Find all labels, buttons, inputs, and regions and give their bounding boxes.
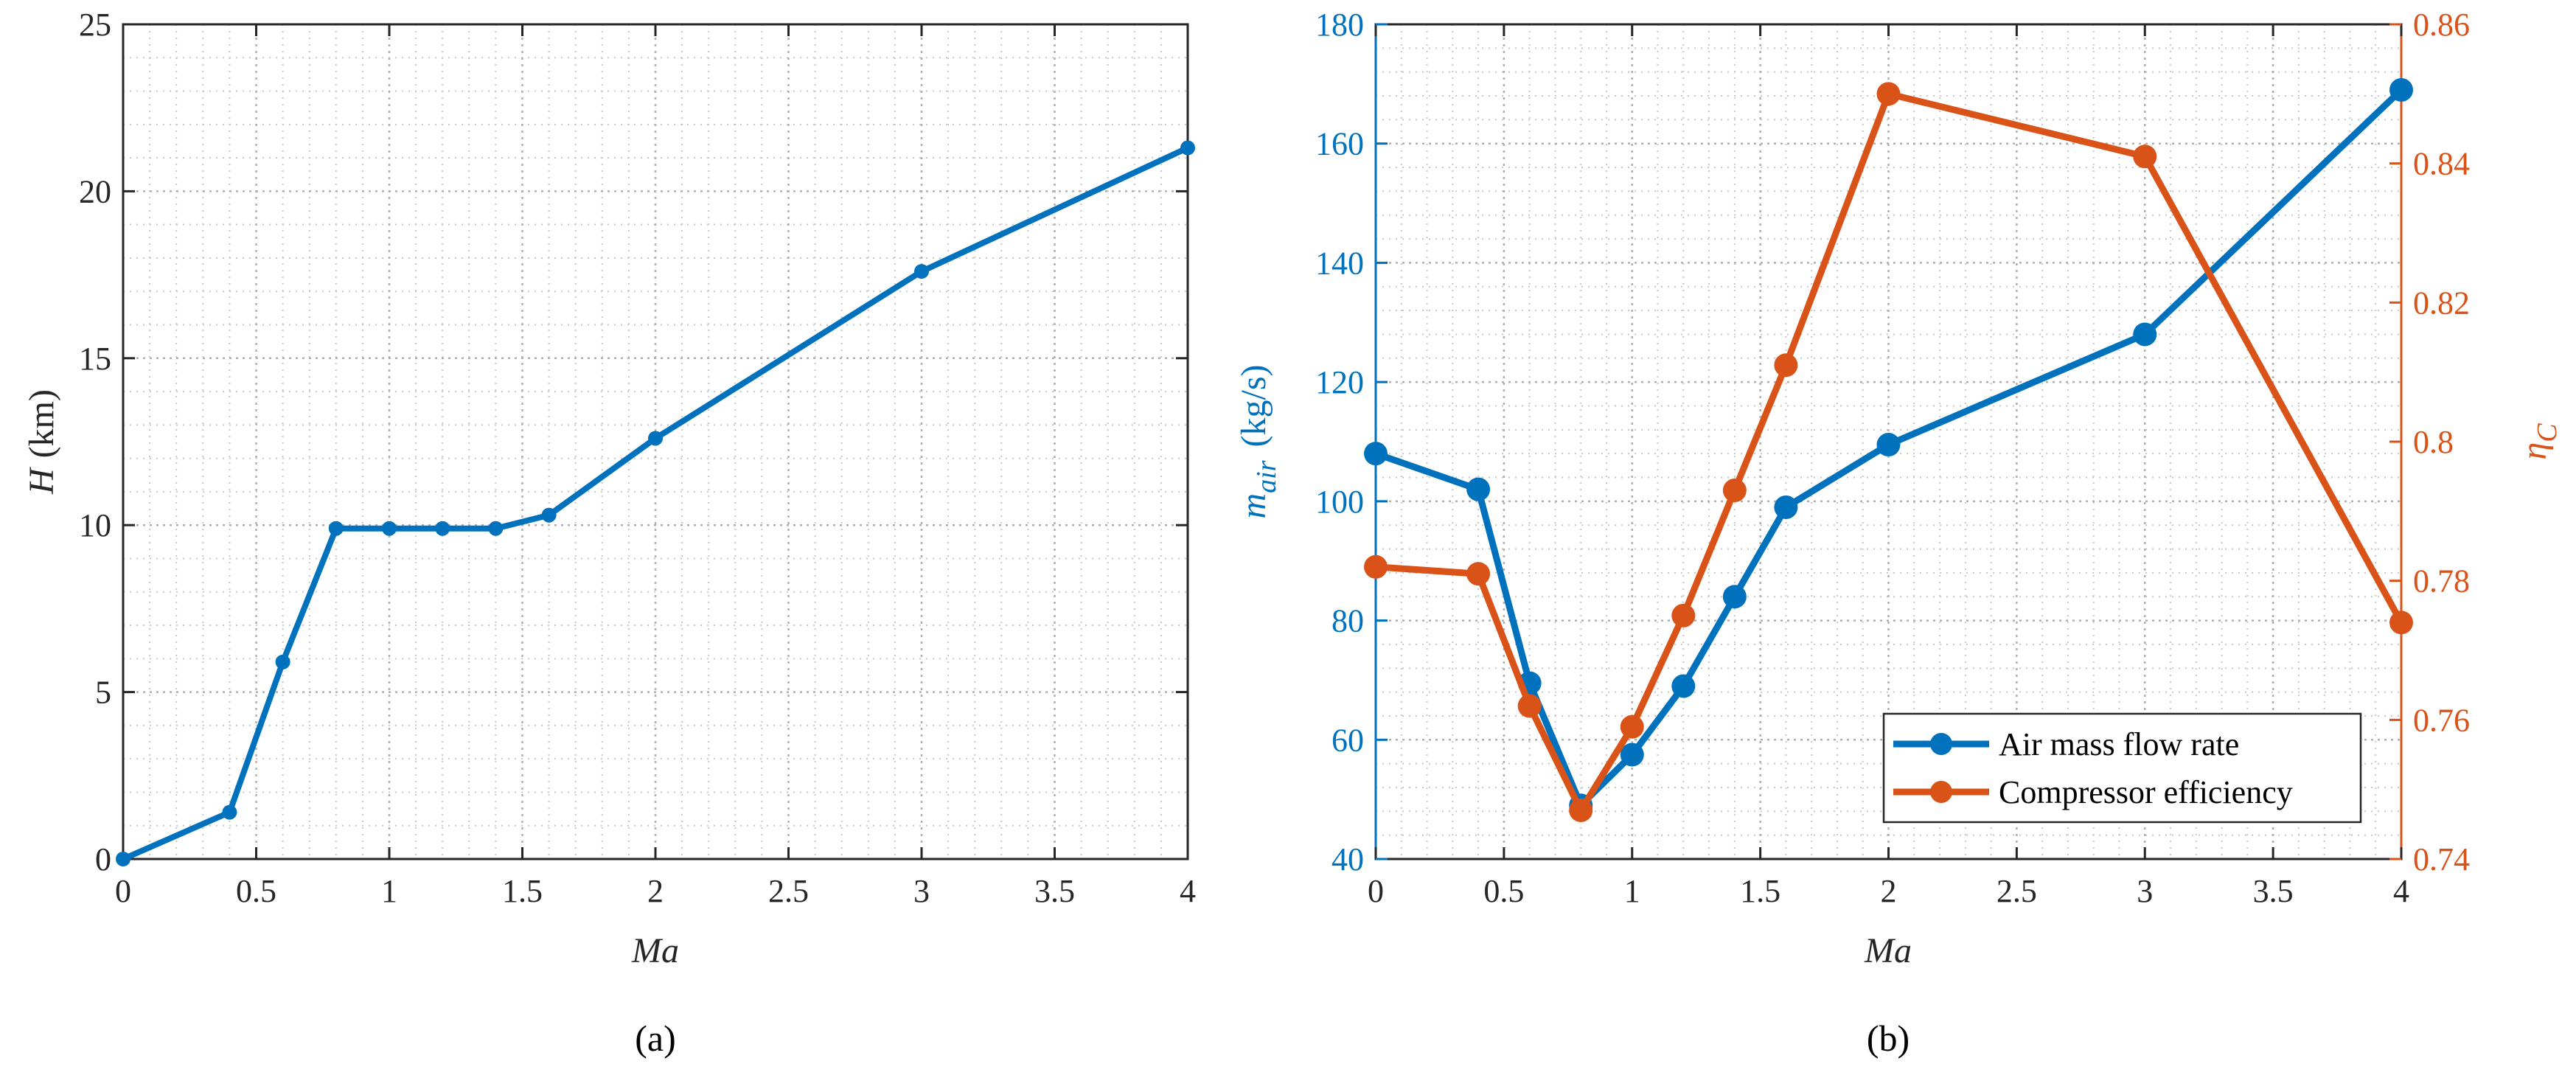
panel-a-y-tick-label: 0 (95, 841, 111, 877)
panel-b: 0 0.5 1 1.5 2 2.5 3 3.5 4 40 60 80 100 120 140 160 180 0.… (1234, 7, 2563, 1059)
panel-b-x-tick-label: 2.5 (1997, 873, 2037, 909)
panel-b-left-y-tick-label: 140 (1315, 245, 1364, 281)
compressor-efficiency-series-point (1364, 554, 1388, 579)
panel-a-x-tick-label: 0.5 (236, 873, 276, 909)
altitude-series-point (1180, 140, 1195, 156)
panel-b-x-tick-label: 0 (1368, 873, 1384, 909)
panel-b-right-y-tick-label: 0.74 (2413, 841, 2470, 877)
altitude-series-point (488, 521, 504, 536)
compressor-efficiency-series-point (1722, 479, 1747, 503)
altitude-series-point (275, 654, 290, 670)
panel-b-x-tick-label: 3.5 (2253, 873, 2294, 909)
panel-a-y-tick-label: 5 (95, 675, 111, 711)
panel-b-right-axis-variable: η (2515, 442, 2554, 460)
altitude-series-point (328, 521, 344, 536)
panel-a-y-axis-label: H (km) (22, 389, 61, 495)
panel-b-left-y-tick-label: 180 (1315, 7, 1364, 43)
panel-b-left-y-tick-label: 120 (1315, 364, 1364, 400)
panel-a-x-tick-label: 4 (1180, 873, 1196, 909)
panel-b-left-axis-subscript: air (1251, 460, 1282, 493)
compressor-efficiency-series-point (1569, 798, 1593, 822)
panel-a-x-tick-label: 2.5 (768, 873, 809, 909)
panel-b-left-axis-variable: m (1234, 493, 1273, 519)
air-mass-flow-series-point (1466, 477, 1491, 501)
panel-b-left-axis-label: mair (kg/s) (1234, 364, 1282, 518)
panel-b-left-y-tick-label: 40 (1331, 841, 1364, 877)
legend-label-air-mass-flow: Air mass flow rate (1999, 726, 2239, 762)
legend-entry-compressor-efficiency: Compressor efficiency (1893, 774, 2293, 810)
panel-a-y-tick-label: 20 (79, 173, 111, 209)
panel-b-legend: Air mass flow rate Compressor efficiency (1882, 712, 2362, 824)
compressor-efficiency-series-point (1620, 714, 1644, 739)
panel-b-x-tick-label: 1.5 (1740, 873, 1780, 909)
panel-a-y-axis-variable: H (22, 467, 61, 495)
air-mass-flow-series-point (1671, 674, 1696, 698)
panel-a-x-tick-label: 3.5 (1034, 873, 1075, 909)
panel-b-right-axis-subscript: C (2532, 423, 2563, 442)
panel-b-left-y-tick-label: 60 (1331, 722, 1364, 758)
panel-a-x-tick-label: 3 (913, 873, 930, 909)
legend-entry-air-mass-flow: Air mass flow rate (1893, 726, 2239, 762)
compressor-efficiency-series-point (1671, 603, 1696, 627)
panel-a-x-tick-label: 1 (381, 873, 397, 909)
altitude-series-point (648, 431, 663, 446)
compressor-efficiency-series-point (2389, 611, 2413, 635)
panel-b-x-tick-label: 1 (1624, 873, 1640, 909)
altitude-series-point (435, 521, 450, 536)
panel-a-y-tick-label: 15 (79, 341, 111, 377)
air-mass-flow-series-point (1620, 743, 1644, 767)
panel-b-right-y-tick-label: 0.8 (2413, 424, 2454, 460)
panel-b-right-y-tick-label: 0.86 (2413, 7, 2470, 43)
panel-b-x-tick-label: 0.5 (1483, 873, 1524, 909)
panel-b-right-y-tick-label: 0.82 (2413, 285, 2470, 321)
altitude-series-point (222, 804, 237, 820)
panel-a-x-axis-label: Ma (631, 931, 679, 970)
panel-a-y-axis-unit: (km) (22, 389, 61, 458)
panel-b-right-y-tick-label: 0.78 (2413, 563, 2470, 599)
panel-b-series (1364, 77, 2413, 822)
panel-b-right-y-tick-label: 0.84 (2413, 146, 2470, 182)
panel-b-x-tick-label: 3 (2137, 873, 2153, 909)
panel-b-right-y-tick-label: 0.76 (2413, 702, 2470, 738)
legend-marker-compressor-efficiency (1930, 781, 1952, 803)
altitude-series-point (541, 507, 557, 523)
air-mass-flow-series-point (1364, 442, 1388, 466)
panel-b-left-y-tick-label: 100 (1315, 484, 1364, 520)
air-mass-flow-series-point (2389, 77, 2413, 102)
panel-a: 0 0.5 1 1.5 2 2.5 3 3.5 4 0 5 10 15 20 25 Ma H (km) (a) (22, 7, 1196, 1059)
panel-b-left-y-tick-label: 80 (1331, 603, 1364, 639)
panel-a-caption: (a) (635, 1018, 676, 1059)
compressor-efficiency-series-point (1774, 353, 1798, 378)
compressor-efficiency-series-point (1466, 562, 1491, 586)
panel-a-x-tick-label: 1.5 (502, 873, 543, 909)
panel-a-x-tick-label: 2 (647, 873, 664, 909)
panel-b-caption: (b) (1867, 1018, 1910, 1059)
panel-b-right-axis-label: ηC (2515, 423, 2563, 460)
air-mass-flow-series-point (2133, 322, 2157, 347)
panel-b-x-axis-label: Ma (1864, 931, 1912, 970)
legend-box (1882, 712, 2362, 824)
panel-a-ticks: 0 0.5 1 1.5 2 2.5 3 3.5 4 0 5 10 15 20 25 (79, 7, 1196, 909)
air-mass-flow-series-point (1774, 495, 1798, 519)
air-mass-flow-series-point (1722, 585, 1747, 609)
altitude-series-point (382, 521, 397, 536)
compressor-efficiency-series-point (2133, 145, 2157, 169)
legend-label-compressor-efficiency: Compressor efficiency (1999, 774, 2293, 810)
panel-a-y-tick-label: 10 (79, 507, 111, 543)
panel-b-x-tick-label: 2 (1881, 873, 1897, 909)
altitude-series-point (116, 852, 130, 866)
air-mass-flow-series-point (1876, 433, 1901, 457)
panel-b-ticks: 0 0.5 1 1.5 2 2.5 3 3.5 4 40 60 80 100 120 140 160 180 0.… (1315, 7, 2470, 909)
panel-a-x-tick-label: 0 (115, 873, 131, 909)
altitude-series-point (914, 264, 929, 279)
panel-b-left-axis-unit: (kg/s) (1234, 364, 1273, 447)
panel-b-left-y-tick-label: 160 (1315, 126, 1364, 162)
compressor-efficiency-series-point (1517, 694, 1542, 718)
panel-b-x-tick-label: 4 (2393, 873, 2409, 909)
compressor-efficiency-series-point (1876, 82, 1901, 106)
panel-a-series (116, 140, 1195, 866)
panel-a-y-tick-label: 25 (79, 7, 111, 43)
legend-marker-air-mass-flow (1930, 733, 1952, 755)
